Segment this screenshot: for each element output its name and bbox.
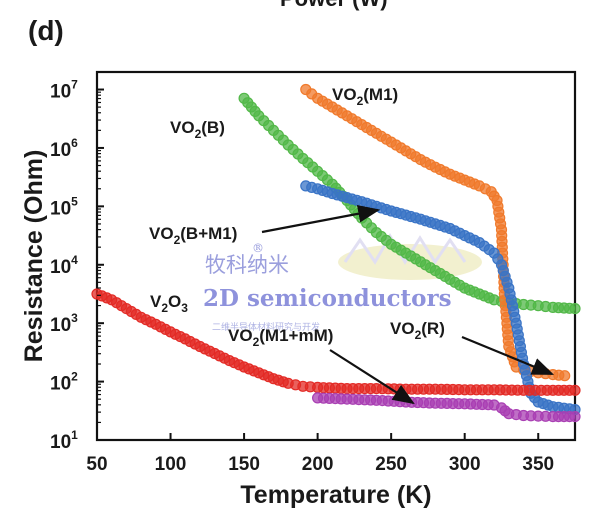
y-tick-label: 107: [50, 78, 78, 103]
x-axis-label: Temperature (K): [240, 481, 431, 509]
label-vo2-b-m1: VO2(B+M1): [149, 224, 237, 247]
plot-frame: [95, 70, 577, 442]
data-point: [569, 411, 581, 423]
arrow-vo2-r: [461, 335, 555, 376]
clipped-header: Power (W): [280, 0, 388, 11]
series-vo2-b: [238, 92, 581, 315]
y-tick-label: 104: [50, 253, 78, 278]
data-point: [559, 370, 571, 382]
watermark-english: 2D semiconductors: [203, 285, 452, 312]
panel-label: (d): [28, 15, 64, 46]
annotations: VO2(B) VO2(M1) VO2(B+M1) V2O3 VO2(M1+mM)…: [149, 85, 555, 405]
label-vo2-m1: VO2(M1): [332, 85, 398, 108]
x-tick-label: 50: [86, 454, 107, 475]
y-tick-label: 105: [50, 194, 78, 219]
y-tick-label: 101: [50, 428, 78, 453]
y-tick-label: 106: [50, 136, 78, 161]
series-v2o3: [91, 288, 581, 396]
watermark-registered-mark: ®: [252, 241, 264, 255]
y-axis-label: Resistance (Ohm): [20, 150, 48, 363]
watermark-chinese: 牧科纳米: [205, 253, 289, 277]
x-tick-label: 350: [522, 454, 554, 475]
label-vo2-r: VO2(R): [390, 319, 445, 342]
data-point: [569, 303, 581, 315]
x-tick-label: 200: [302, 454, 334, 475]
arrow-vo2-b-m1: [261, 205, 381, 234]
x-tick-label: 100: [155, 454, 187, 475]
label-vo2-m1-mm: VO2(M1+mM): [228, 326, 333, 349]
label-v2o3: V2O3: [150, 292, 188, 315]
x-tick-label: 250: [375, 454, 407, 475]
axis-ticks: 50 100 150 200 250 300 350 101 102 103 104 105 106 10…: [50, 78, 554, 475]
watermark-small-text: 二维半导体材料研究与开发: [212, 321, 320, 333]
data-series: [91, 83, 581, 423]
y-tick-label: 102: [50, 370, 78, 395]
arrow-vo2-m1-mm: [329, 349, 415, 405]
data-point: [569, 384, 581, 396]
y-tick-label: 103: [50, 311, 78, 336]
x-tick-label: 300: [449, 454, 481, 475]
x-tick-label: 150: [228, 454, 260, 475]
label-vo2-b: VO2(B): [170, 118, 225, 141]
